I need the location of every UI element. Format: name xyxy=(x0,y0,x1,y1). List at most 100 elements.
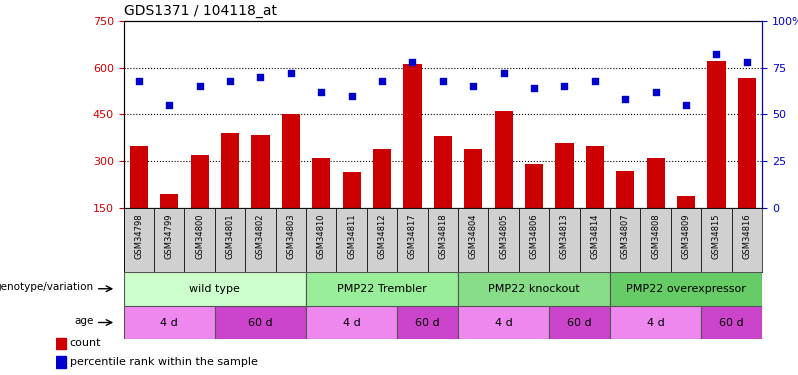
Bar xyxy=(215,306,306,339)
Text: GSM34799: GSM34799 xyxy=(165,213,174,259)
Text: 4 d: 4 d xyxy=(343,318,361,327)
Point xyxy=(346,93,358,99)
Bar xyxy=(549,306,610,339)
Bar xyxy=(616,171,634,208)
Bar xyxy=(397,306,458,339)
Bar xyxy=(124,208,154,272)
Text: GSM34817: GSM34817 xyxy=(408,213,417,259)
Text: PMP22 knockout: PMP22 knockout xyxy=(488,284,580,294)
Point xyxy=(223,78,236,84)
Text: 4 d: 4 d xyxy=(495,318,512,327)
Bar xyxy=(646,158,665,208)
Text: GSM34810: GSM34810 xyxy=(317,213,326,259)
Bar xyxy=(221,133,239,208)
Bar xyxy=(367,208,397,272)
Point xyxy=(710,51,723,57)
Text: GSM34809: GSM34809 xyxy=(681,213,690,259)
Point xyxy=(193,83,206,89)
Text: GSM34800: GSM34800 xyxy=(196,213,204,259)
Text: GSM34808: GSM34808 xyxy=(651,213,660,259)
Text: GSM34801: GSM34801 xyxy=(226,213,235,259)
Text: GSM34813: GSM34813 xyxy=(560,213,569,259)
Text: percentile rank within the sample: percentile rank within the sample xyxy=(70,357,258,367)
Bar xyxy=(458,272,610,306)
Bar xyxy=(160,194,179,208)
Text: 60 d: 60 d xyxy=(567,318,592,327)
Text: PMP22 overexpressor: PMP22 overexpressor xyxy=(626,284,746,294)
Point xyxy=(437,78,449,84)
Bar xyxy=(403,64,421,208)
Text: GSM34802: GSM34802 xyxy=(256,213,265,259)
Bar xyxy=(306,272,458,306)
Bar xyxy=(373,149,391,208)
Point xyxy=(254,74,267,80)
Text: GSM34803: GSM34803 xyxy=(286,213,295,259)
Point xyxy=(285,70,298,76)
Bar xyxy=(312,158,330,208)
Bar xyxy=(495,111,513,208)
Point xyxy=(467,83,480,89)
Text: GSM34812: GSM34812 xyxy=(377,213,386,259)
Text: 60 d: 60 d xyxy=(416,318,440,327)
Bar xyxy=(586,146,604,208)
Bar xyxy=(124,272,306,306)
Point xyxy=(132,78,145,84)
Bar xyxy=(671,208,701,272)
Text: GSM34814: GSM34814 xyxy=(591,213,599,259)
Bar xyxy=(579,208,610,272)
Bar xyxy=(641,208,671,272)
Bar xyxy=(701,208,732,272)
Bar xyxy=(245,208,275,272)
Bar xyxy=(342,172,361,208)
Text: GSM34804: GSM34804 xyxy=(468,213,478,259)
Bar xyxy=(610,208,641,272)
Bar xyxy=(428,208,458,272)
Bar xyxy=(458,208,488,272)
Bar xyxy=(337,208,367,272)
Text: GDS1371 / 104118_at: GDS1371 / 104118_at xyxy=(124,4,277,18)
Bar xyxy=(525,164,543,208)
Point xyxy=(376,78,389,84)
Text: age: age xyxy=(74,316,93,326)
Bar xyxy=(397,208,428,272)
Text: wild type: wild type xyxy=(189,284,240,294)
Text: PMP22 Trembler: PMP22 Trembler xyxy=(338,284,427,294)
Bar xyxy=(124,306,215,339)
Text: GSM34807: GSM34807 xyxy=(621,213,630,259)
Bar xyxy=(191,155,209,208)
Bar xyxy=(677,196,695,208)
Bar xyxy=(154,208,184,272)
Bar xyxy=(555,142,574,208)
Bar xyxy=(610,306,701,339)
Bar xyxy=(306,306,397,339)
Text: genotype/variation: genotype/variation xyxy=(0,282,93,292)
Bar xyxy=(458,306,549,339)
Text: GSM34818: GSM34818 xyxy=(438,213,448,259)
Point xyxy=(315,89,328,95)
Point xyxy=(650,89,662,95)
Point xyxy=(163,102,176,108)
Point xyxy=(588,78,601,84)
Bar xyxy=(251,135,270,208)
Bar xyxy=(488,208,519,272)
Bar xyxy=(306,208,337,272)
Point xyxy=(558,83,571,89)
Text: GSM34811: GSM34811 xyxy=(347,213,356,259)
Bar xyxy=(519,208,549,272)
Text: GSM34815: GSM34815 xyxy=(712,213,721,259)
Text: 4 d: 4 d xyxy=(160,318,178,327)
Bar xyxy=(184,208,215,272)
Text: 60 d: 60 d xyxy=(719,318,744,327)
Point xyxy=(527,85,540,91)
Point xyxy=(406,59,419,65)
Bar xyxy=(56,356,65,368)
Text: 4 d: 4 d xyxy=(647,318,665,327)
Text: GSM34798: GSM34798 xyxy=(134,213,144,259)
Bar xyxy=(464,149,483,208)
Point xyxy=(619,96,632,102)
Bar xyxy=(275,208,306,272)
Bar xyxy=(732,208,762,272)
Bar xyxy=(707,61,725,208)
Bar xyxy=(738,78,756,208)
Point xyxy=(497,70,510,76)
